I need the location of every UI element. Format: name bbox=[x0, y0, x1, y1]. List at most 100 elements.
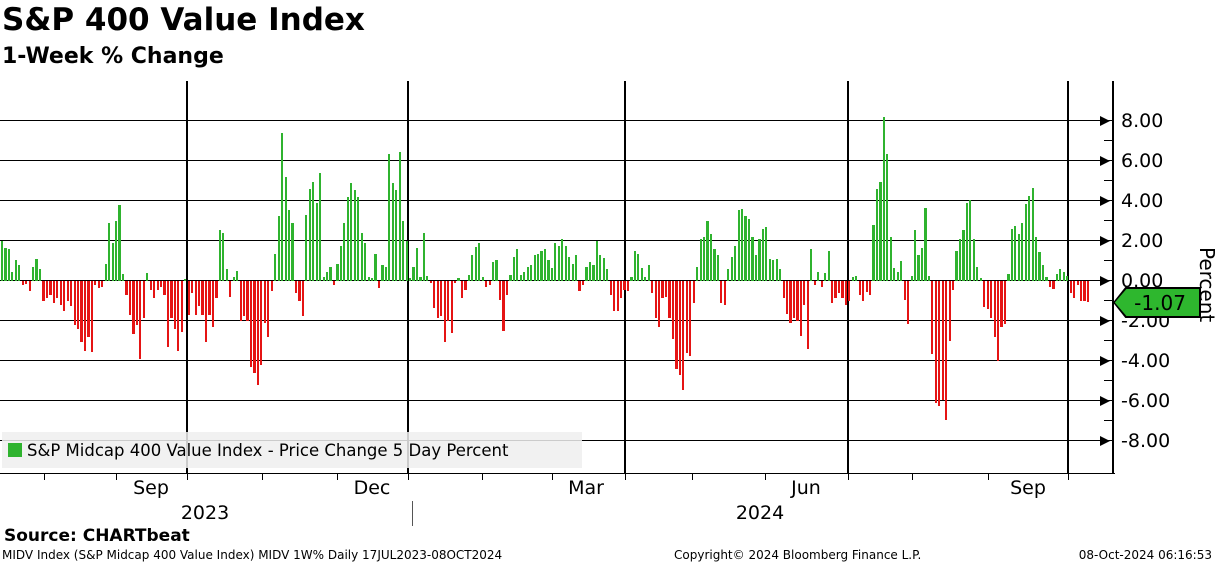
data-bar bbox=[222, 232, 225, 281]
x-axis-month-tick bbox=[692, 474, 694, 481]
data-bar bbox=[277, 215, 280, 281]
x-axis-month-tick bbox=[337, 474, 339, 481]
data-bar bbox=[1038, 251, 1041, 281]
x-axis-month-tick bbox=[625, 474, 627, 481]
data-bar bbox=[931, 280, 934, 354]
data-bar bbox=[869, 280, 872, 295]
data-bar bbox=[1000, 280, 1003, 327]
data-bar bbox=[810, 248, 813, 281]
data-bar bbox=[467, 274, 470, 281]
data-bar bbox=[180, 280, 183, 332]
data-bar bbox=[201, 280, 204, 315]
data-bar bbox=[682, 280, 685, 390]
data-bar bbox=[301, 280, 304, 316]
data-bar bbox=[671, 280, 675, 339]
data-bar bbox=[118, 204, 121, 281]
data-bar bbox=[896, 271, 899, 281]
y-axis-tick-label: 4.00 bbox=[1121, 189, 1164, 212]
data-bar bbox=[920, 247, 924, 281]
data-bar bbox=[173, 280, 177, 329]
year-separator-line bbox=[412, 501, 414, 526]
data-bar bbox=[772, 259, 775, 281]
data-bar bbox=[536, 253, 540, 281]
data-bar bbox=[754, 254, 758, 281]
data-bar bbox=[298, 280, 301, 301]
y-axis-major-tick-arrow-icon bbox=[1100, 395, 1110, 406]
y-axis-tick-label: 8.00 bbox=[1121, 109, 1164, 132]
data-bar bbox=[768, 258, 771, 281]
y-axis-tick-label: -8.00 bbox=[1121, 429, 1171, 452]
h-gridline bbox=[0, 279, 1113, 282]
data-bar bbox=[1083, 280, 1086, 301]
data-bar bbox=[170, 280, 173, 318]
data-bar bbox=[623, 280, 626, 290]
x-axis-month-tick bbox=[988, 474, 990, 481]
data-bar bbox=[208, 280, 211, 315]
x-axis-month-tick bbox=[912, 474, 914, 481]
data-bar bbox=[139, 280, 142, 359]
x-axis-month-tick bbox=[552, 474, 554, 481]
data-bar bbox=[156, 280, 159, 290]
data-bar bbox=[571, 263, 574, 281]
x-axis-month-label: Mar bbox=[568, 477, 604, 499]
data-bar bbox=[377, 280, 381, 288]
data-bar bbox=[305, 214, 308, 281]
data-bar bbox=[830, 280, 834, 303]
data-bar bbox=[7, 248, 10, 281]
data-bar bbox=[294, 280, 298, 293]
data-bar bbox=[526, 266, 529, 281]
data-bar bbox=[460, 280, 464, 298]
data-bar bbox=[18, 264, 21, 281]
data-bar bbox=[806, 280, 809, 349]
data-bar bbox=[49, 280, 52, 295]
data-bar bbox=[239, 280, 242, 321]
data-bar bbox=[893, 267, 896, 281]
data-bar bbox=[346, 196, 349, 281]
data-bar bbox=[654, 280, 657, 318]
data-bar bbox=[630, 276, 633, 281]
data-bar bbox=[581, 280, 585, 285]
x-axis-month-label: Sep bbox=[133, 477, 169, 499]
data-bar bbox=[336, 263, 339, 281]
data-bar bbox=[263, 280, 266, 323]
data-bar bbox=[97, 280, 100, 288]
data-bar bbox=[561, 238, 564, 281]
data-bar bbox=[284, 176, 287, 281]
y-axis-minor-tick bbox=[1104, 219, 1113, 222]
x-axis-month-tick bbox=[765, 474, 767, 481]
data-bar bbox=[616, 280, 619, 311]
data-bar bbox=[0, 240, 4, 281]
data-bar bbox=[948, 280, 951, 341]
data-bar bbox=[474, 246, 477, 281]
x-axis-month-tick bbox=[408, 474, 410, 481]
data-bar bbox=[32, 266, 35, 281]
data-bar bbox=[540, 250, 543, 281]
data-bar bbox=[450, 280, 453, 333]
data-bar bbox=[332, 280, 336, 285]
data-bar bbox=[485, 280, 488, 287]
data-bar bbox=[249, 280, 253, 367]
data-bar bbox=[751, 236, 754, 281]
data-bar bbox=[1017, 233, 1020, 281]
x-axis-month-tick bbox=[44, 474, 46, 481]
data-bar bbox=[198, 280, 201, 306]
data-bar bbox=[381, 264, 384, 281]
data-bar bbox=[578, 280, 581, 291]
data-bar bbox=[1045, 276, 1048, 281]
data-bar bbox=[664, 280, 668, 297]
x-axis-month-tick bbox=[482, 474, 484, 481]
y-axis-tick-label: 2.00 bbox=[1121, 229, 1164, 252]
data-bar bbox=[187, 280, 190, 315]
data-bar bbox=[585, 266, 588, 281]
data-bar bbox=[1024, 203, 1027, 281]
legend-label: S&P Midcap 400 Value Index - Price Chang… bbox=[27, 440, 509, 460]
data-bar bbox=[21, 280, 24, 285]
data-bar bbox=[903, 280, 906, 300]
data-bar bbox=[595, 240, 598, 281]
data-bar bbox=[319, 172, 322, 281]
data-bar bbox=[478, 242, 481, 281]
data-bar bbox=[727, 268, 730, 281]
data-bar bbox=[865, 280, 868, 292]
